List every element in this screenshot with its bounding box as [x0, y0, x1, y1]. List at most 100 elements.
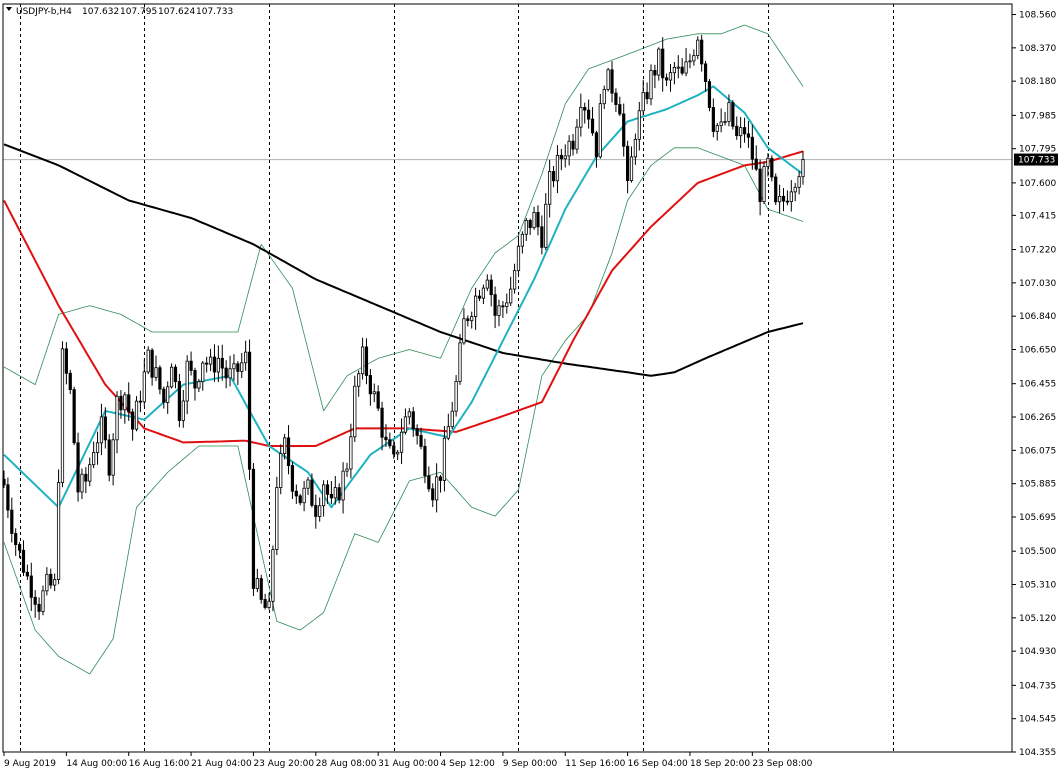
band-lower-line: [3, 147, 804, 675]
candle-body: [95, 442, 100, 453]
x-tick-label: 9 Aug 2019: [4, 759, 56, 769]
candle-body: [781, 195, 786, 202]
candle-body: [146, 349, 150, 373]
candle-body: [715, 125, 719, 132]
candle-body: [579, 106, 583, 128]
candle-body: [762, 166, 766, 202]
candle-body: [731, 102, 735, 127]
candle-body: [692, 55, 696, 62]
candle-body: [142, 371, 146, 403]
candle-body: [14, 533, 18, 546]
y-tick-label: 107.030: [1019, 279, 1056, 289]
candle-body: [205, 362, 209, 365]
y-tick-label: 106.650: [1019, 346, 1056, 356]
candle-body: [119, 395, 123, 411]
candle-body: [501, 305, 505, 308]
candle-body: [626, 145, 630, 182]
candle-body: [438, 476, 443, 481]
chart-header: USDJPY-b,H4 107.632 107.795 107.624 107.…: [6, 7, 233, 17]
candle-body: [232, 363, 236, 370]
x-tick-label: 23 Sep 08:00: [752, 759, 812, 769]
candle-body: [396, 451, 400, 455]
candle-body: [516, 245, 521, 272]
candle-body: [512, 270, 517, 290]
candle-body: [419, 435, 423, 447]
y-tick-label: 108.560: [1019, 11, 1056, 21]
ma-slow-line: [3, 143, 804, 377]
y-tick-label: 105.695: [1019, 513, 1056, 523]
candle-body: [750, 136, 754, 160]
candle-body: [637, 110, 641, 140]
candle-body: [41, 590, 45, 612]
candle-body: [411, 411, 415, 430]
candle-body: [473, 295, 478, 317]
candle-body: [337, 487, 341, 501]
x-tick-label: 11 Sep 16:00: [565, 759, 625, 769]
candle-body: [150, 349, 154, 378]
y-tick-label: 104.735: [1019, 681, 1056, 691]
candle-body: [446, 426, 450, 439]
price-tag-label: 107.733: [1018, 156, 1055, 166]
candle-body: [489, 279, 493, 296]
candle-body: [797, 176, 801, 188]
candle-body: [115, 395, 119, 441]
candle-body: [228, 368, 232, 379]
candle-body: [606, 69, 610, 90]
candle-body: [60, 348, 65, 483]
candle-body: [707, 81, 712, 108]
x-tick-label: 18 Sep 20:00: [690, 759, 750, 769]
candle-body: [594, 132, 599, 158]
y-tick-label: 104.545: [1019, 715, 1056, 725]
candlesticks: [2, 34, 805, 620]
candle-body: [629, 156, 634, 182]
candle-body: [298, 495, 302, 504]
candle-body: [384, 436, 388, 441]
candle-body: [551, 171, 556, 182]
candle-body: [138, 400, 143, 403]
candle-body: [653, 69, 657, 76]
axes: 108.560108.370108.180107.985107.795107.6…: [2, 3, 1058, 769]
candle-body: [111, 439, 115, 476]
candle-body: [259, 578, 263, 600]
candle-body: [766, 157, 770, 168]
y-tick-label: 107.600: [1019, 179, 1056, 189]
candle-body: [680, 66, 684, 74]
candle-body: [216, 357, 220, 373]
y-tick-label: 108.180: [1019, 77, 1056, 87]
candle-body: [286, 437, 291, 466]
y-tick-label: 107.415: [1019, 211, 1056, 221]
candle-body: [333, 487, 337, 499]
candle-body: [497, 305, 501, 316]
candle-body: [364, 346, 369, 376]
candle-body: [481, 287, 486, 299]
candle-body: [789, 191, 793, 202]
candle-body: [462, 318, 466, 344]
dropdown-arrow-icon[interactable]: [6, 7, 12, 11]
candle-body: [88, 464, 92, 482]
x-tick-label: 14 Aug 00:00: [66, 759, 127, 769]
candle-body: [263, 599, 267, 608]
candle-body: [318, 505, 322, 517]
candle-body: [598, 103, 602, 158]
candle-body: [774, 176, 778, 203]
candle-body: [107, 439, 111, 476]
candle-body: [427, 475, 431, 490]
candle-body: [567, 140, 571, 157]
candle-body: [672, 66, 676, 74]
candle-body: [76, 442, 80, 493]
candle-body: [251, 468, 256, 589]
candle-body: [33, 596, 37, 605]
candle-body: [240, 362, 244, 372]
candle-body: [571, 140, 575, 150]
candle-body: [563, 155, 567, 160]
candle-body: [99, 416, 104, 444]
candle-body: [357, 373, 361, 387]
candle-body: [723, 121, 727, 123]
candle-body: [544, 203, 548, 248]
low-value: 107.624: [158, 7, 195, 17]
candle-body: [610, 69, 614, 94]
candle-body: [310, 479, 314, 506]
candle-body: [255, 578, 259, 589]
